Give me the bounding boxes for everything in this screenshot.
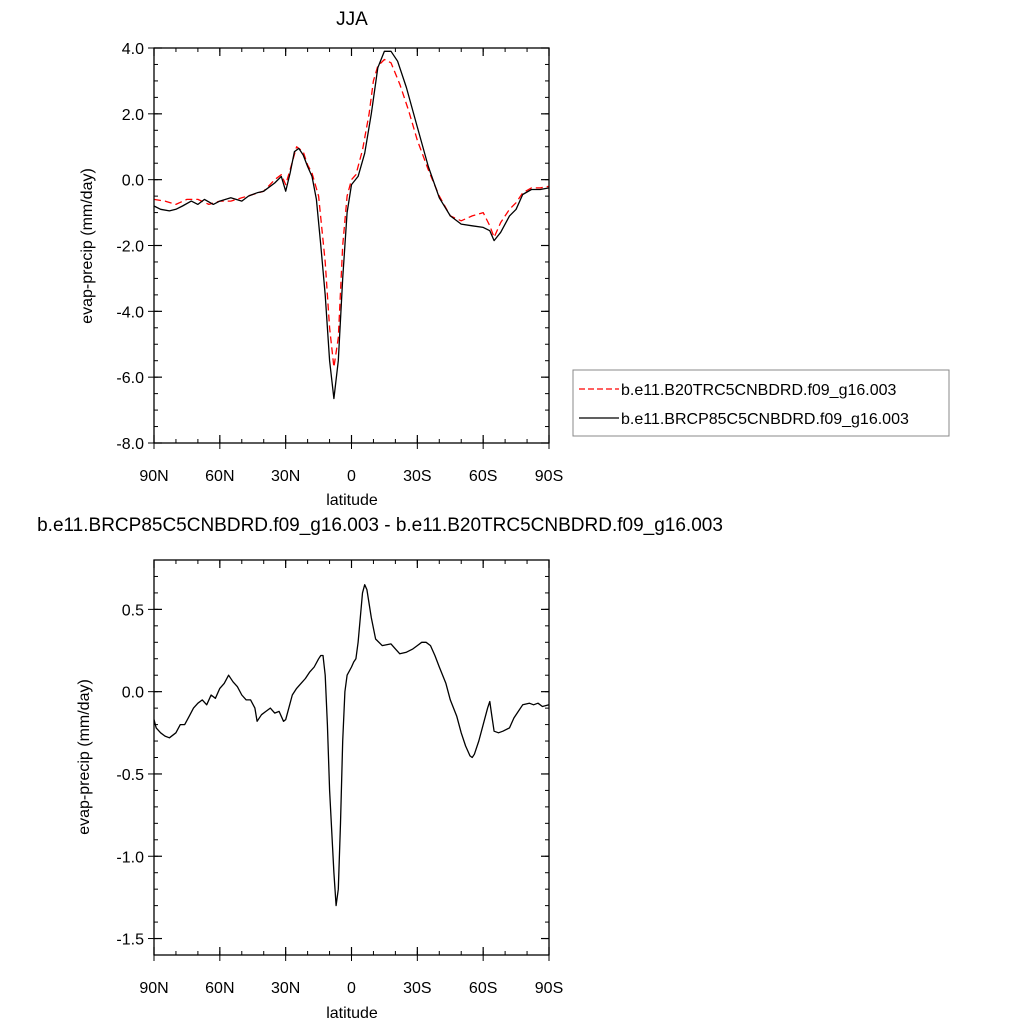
x-tick-label: 60S (469, 468, 497, 485)
y-tick-label: -8.0 (116, 436, 144, 453)
series-line-2 (153, 50, 550, 400)
y-axis-label: evap-precip (mm/day) (76, 679, 93, 835)
y-tick-label: -1.5 (116, 932, 144, 949)
plot-frame (153, 47, 550, 444)
y-axis-label: evap-precip (mm/day) (79, 168, 96, 324)
chart-title: b.e11.BRCP85C5CNBDRD.f09_g16.003 - b.e11… (37, 515, 723, 536)
y-tick-label: -4.0 (116, 304, 144, 321)
x-tick-label: 60S (469, 980, 497, 997)
chart-title: JJA (336, 9, 368, 30)
difference-line-chart: b.e11.BRCP85C5CNBDRD.f09_g16.003 - b.e11… (37, 515, 723, 1022)
x-axis-label: latitude (326, 492, 378, 509)
x-tick-label: 30N (271, 980, 300, 997)
y-tick-label: -6.0 (116, 370, 144, 387)
y-tick-label: 0.5 (122, 602, 144, 619)
x-tick-label: 90S (535, 468, 563, 485)
legend-label-brcp85: b.e11.BRCP85C5CNBDRD.f09_g16.003 (621, 411, 909, 428)
evap-precip-line-chart: JJA evap-precip (mm/day) latitude 4.0 2.0… (79, 9, 950, 509)
x-tick-label: 30N (271, 468, 300, 485)
x-axis-label: latitude (326, 1005, 378, 1022)
y-tick-label: -2.0 (116, 239, 144, 256)
x-tick-label: 90N (139, 980, 168, 997)
x-tick-label: 60N (205, 468, 234, 485)
series-line-1 (153, 58, 550, 368)
legend: b.e11.B20TRC5CNBDRD.f09_g16.003 b.e11.BR… (572, 369, 950, 437)
series-line-1 (153, 584, 550, 907)
x-tick-label: 90N (139, 468, 168, 485)
x-tick-label: 30S (403, 468, 431, 485)
y-tick-label: -1.0 (116, 849, 144, 866)
y-tick-label: 0.0 (122, 685, 144, 702)
x-tick-label: 0 (347, 468, 356, 485)
x-tick-label: 30S (403, 980, 431, 997)
x-tick-label: 90S (535, 980, 563, 997)
y-tick-label: 4.0 (122, 41, 144, 58)
x-tick-label: 0 (347, 980, 356, 997)
plot-frame (153, 559, 550, 956)
y-tick-label: 0.0 (122, 173, 144, 190)
y-tick-label: -0.5 (116, 767, 144, 784)
x-tick-label: 60N (205, 980, 234, 997)
y-tick-label: 2.0 (122, 107, 144, 124)
legend-label-b20trc: b.e11.B20TRC5CNBDRD.f09_g16.003 (621, 382, 897, 399)
legend-box (572, 369, 950, 437)
